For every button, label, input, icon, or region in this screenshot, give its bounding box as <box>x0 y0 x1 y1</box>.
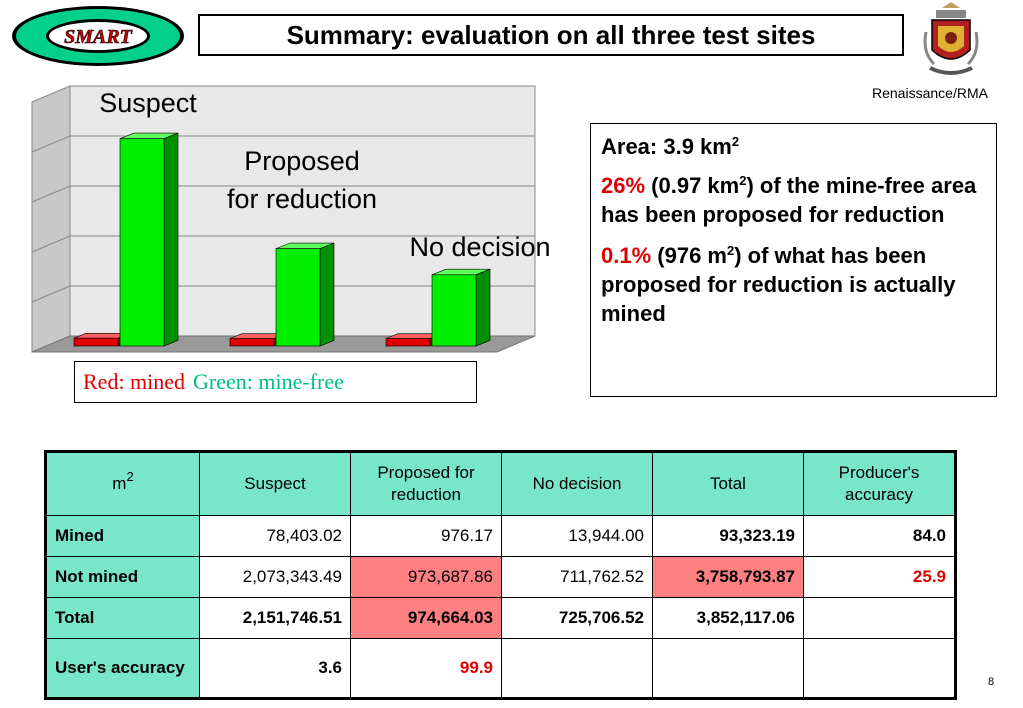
bar-mine-free <box>431 274 477 347</box>
table-cell: 725,706.52 <box>501 597 653 639</box>
area-text: Area: 3.9 km2 <box>601 134 740 159</box>
smart-logo-text: SMART <box>64 26 133 48</box>
table-cell: 974,664.03 <box>350 597 502 639</box>
table-row: Mined 78,403.02 976.17 13,944.00 93,323.… <box>45 515 956 557</box>
smart-logo: SMART <box>12 6 184 66</box>
table-row: Not mined 2,073,343.49 973,687.86 711,76… <box>45 556 956 598</box>
table-cell: 973,687.86 <box>350 556 502 598</box>
chart-gridline <box>31 185 71 203</box>
page-number: 8 <box>988 676 995 688</box>
table-header-row: m2 Suspect Proposed for reduction No dec… <box>45 451 956 516</box>
table-header: Proposed for reduction <box>350 451 502 516</box>
table-header: Producer's accuracy <box>803 451 956 516</box>
row-header: Not mined <box>45 556 200 598</box>
info-box: Area: 3.9 km2 26% (0.97 km2) of the mine… <box>590 123 997 397</box>
crest-caption: Renaissance/RMA <box>872 85 988 101</box>
table-cell: 3,758,793.87 <box>652 556 804 598</box>
bar-mine-free-side <box>319 242 335 347</box>
table-cell <box>652 638 804 699</box>
bar-mine-free <box>119 138 165 347</box>
chart-side-wall <box>31 85 71 353</box>
table-cell: 13,944.00 <box>501 515 653 557</box>
table-cell: 711,762.52 <box>501 556 653 598</box>
table-cell: 2,151,746.51 <box>199 597 351 639</box>
table-cell: 2,073,343.49 <box>199 556 351 598</box>
table-cell <box>501 638 653 699</box>
table-cell: 3,852,117.06 <box>652 597 804 639</box>
bar-mine-free-side <box>475 268 491 347</box>
category-label: for reduction <box>227 184 377 214</box>
table-cell: 976.17 <box>350 515 502 557</box>
mine-free-proposed-text: 26% (0.97 km2) of the mine-free area has… <box>601 173 977 227</box>
category-label: No decision <box>409 232 550 262</box>
table-cell: 3.6 <box>199 638 351 699</box>
category-label: Suspect <box>99 88 197 118</box>
legend-red: Red: mined <box>83 369 186 394</box>
bar-mined <box>229 338 275 347</box>
chart-legend: Red: mined Green: mine-free <box>74 361 477 403</box>
actually-mined-text: 0.1% (976 m2) of what has been proposed … <box>601 243 956 326</box>
row-header: User's accuracy <box>45 638 200 699</box>
chart-gridline <box>31 135 71 153</box>
row-header: Mined <box>45 515 200 557</box>
chart-gridline <box>31 285 71 303</box>
table-row: Total 2,151,746.51 974,664.03 725,706.52… <box>45 597 956 639</box>
category-label: Proposed <box>244 146 360 176</box>
bar-mined <box>73 337 119 347</box>
row-header: Total <box>45 597 200 639</box>
table-cell <box>803 597 956 639</box>
crest-emblem <box>923 2 979 75</box>
table-header: No decision <box>501 451 653 516</box>
bar-mined <box>385 338 431 347</box>
table-header: Total <box>652 451 804 516</box>
table-cell: 25.9 <box>803 556 956 598</box>
table-corner-header: m2 <box>45 451 200 516</box>
page-title: Summary: evaluation on all three test si… <box>286 19 816 50</box>
accuracy-table-wrap: m2 Suspect Proposed for reduction No dec… <box>44 450 957 700</box>
table-cell: 78,403.02 <box>199 515 351 557</box>
accuracy-table: m2 Suspect Proposed for reduction No dec… <box>44 450 957 700</box>
table-cell: 93,323.19 <box>652 515 804 557</box>
bar-mine-free <box>275 248 321 347</box>
bar-chart: Suspect Proposed for reduction No decision <box>31 85 551 353</box>
chart-gridline <box>31 235 71 253</box>
bar-mine-free-side <box>163 132 179 347</box>
table-cell: 84.0 <box>803 515 956 557</box>
table-row: User's accuracy 3.6 99.9 <box>45 638 956 699</box>
table-cell <box>803 638 956 699</box>
table-header: Suspect <box>199 451 351 516</box>
title-box: Summary: evaluation on all three test si… <box>198 14 904 56</box>
table-cell: 99.9 <box>350 638 502 699</box>
legend-green: Green: mine-free <box>193 369 344 394</box>
